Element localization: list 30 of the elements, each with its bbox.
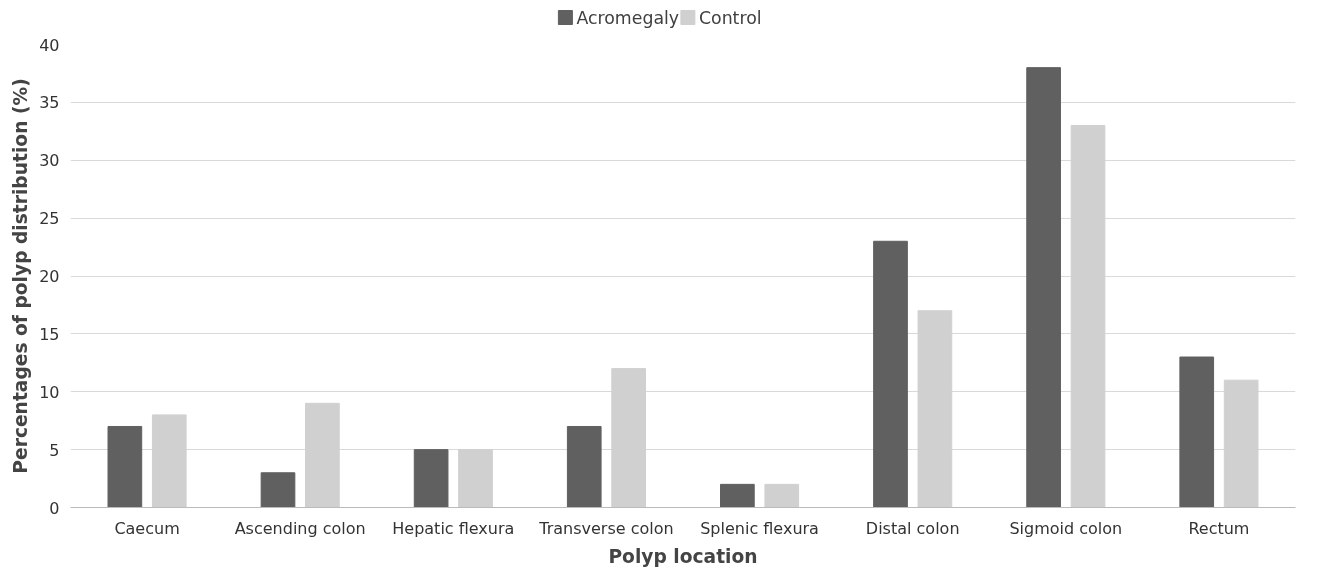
x-tick-label: Rectum [1188, 518, 1250, 538]
y-tick-label: 15 [39, 324, 60, 344]
bar [1026, 67, 1061, 508]
y-tick-label: 0 [49, 498, 60, 518]
bar [764, 483, 800, 508]
bar [107, 425, 143, 508]
y-tick-label: 25 [39, 209, 60, 229]
legend-label: Acromegaly [576, 7, 680, 28]
x-tick-label: Caecum [114, 518, 180, 538]
bar [873, 240, 908, 508]
y-tick-label: 10 [39, 382, 60, 402]
bar [1179, 356, 1215, 508]
bar [260, 472, 296, 508]
y-tick-label: 35 [39, 93, 60, 113]
x-tick-label: Distal colon [865, 518, 960, 538]
x-tick-label: Sigmoid colon [1009, 518, 1123, 538]
x-tick-label: Ascending colon [234, 518, 366, 538]
y-axis-title: Percentages of polyp distribution (%) [10, 78, 32, 474]
y-tick-label: 40 [39, 35, 60, 55]
x-tick-label: Hepatic flexura [392, 518, 515, 538]
x-axis-title: Polyp location [608, 545, 758, 567]
x-tick-label: Transverse colon [538, 518, 674, 538]
bar [720, 483, 755, 508]
bar [413, 449, 449, 508]
bar [566, 425, 602, 508]
y-tick-label: 30 [39, 151, 60, 171]
y-tick-label: 5 [49, 440, 60, 460]
x-tick-label: Splenic flexura [700, 518, 819, 538]
legend-label: Control [698, 7, 762, 28]
y-tick-label: 20 [39, 267, 60, 286]
